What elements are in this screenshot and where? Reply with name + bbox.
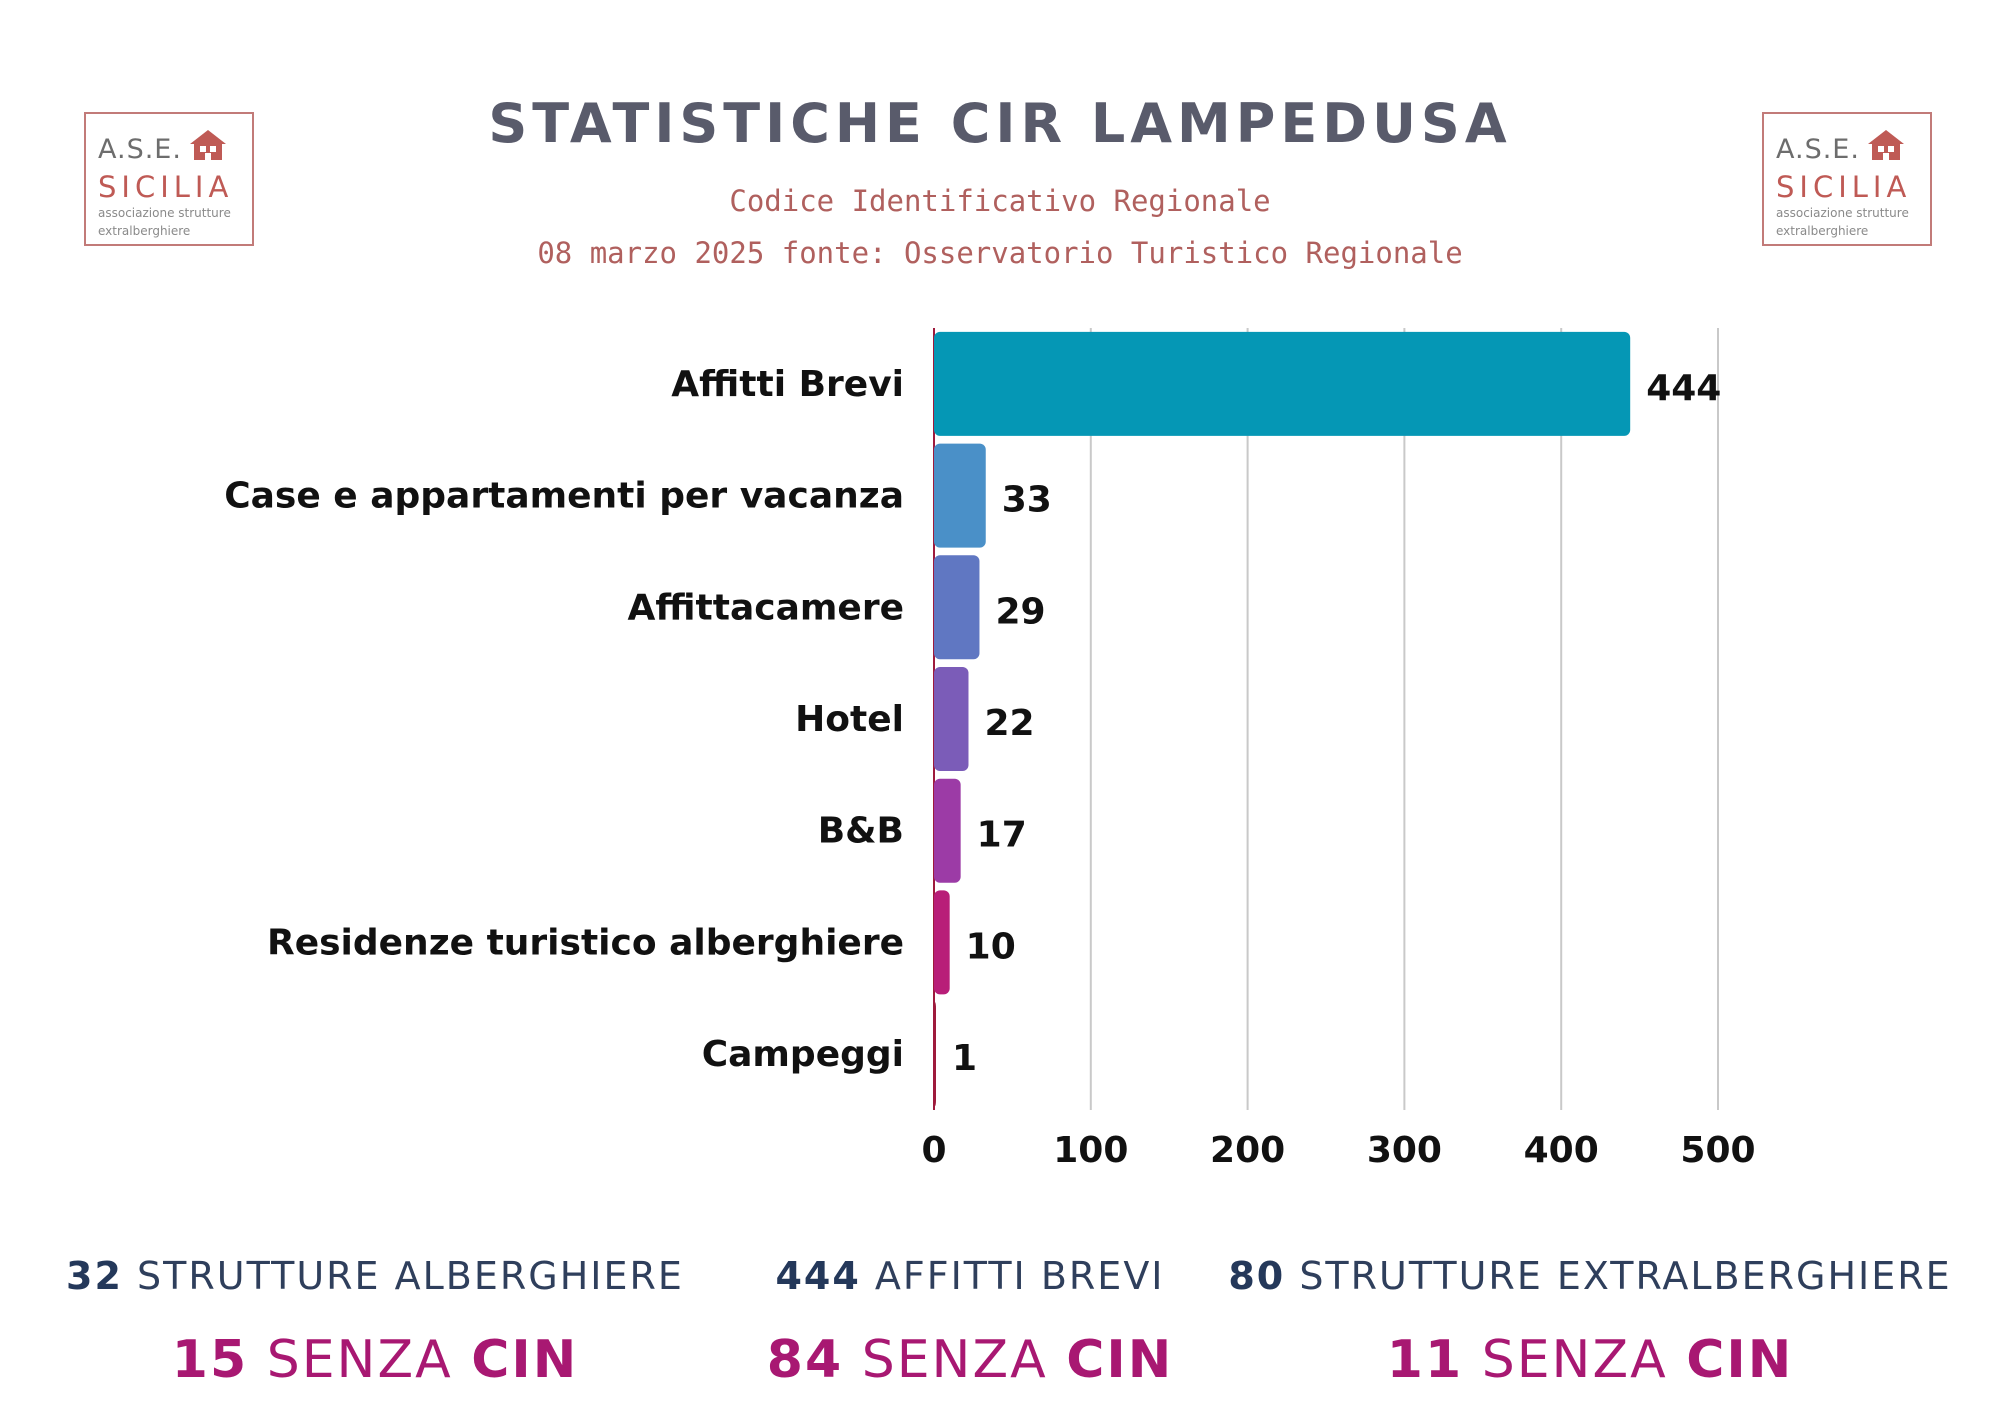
category-label: Residenze turistico alberghiere xyxy=(267,922,904,963)
subtitle-line-1: Codice Identificativo Regionale xyxy=(729,184,1271,218)
category-label: Campeggi xyxy=(702,1034,904,1075)
senza-label: SENZA xyxy=(1481,1330,1668,1390)
bar xyxy=(934,1002,936,1107)
value-label: 444 xyxy=(1646,368,1721,409)
category-label: Affittacamere xyxy=(628,587,904,628)
stat-short-rentals: 444 AFFITTI BREVI xyxy=(720,1254,1220,1298)
x-tick-label: 500 xyxy=(1680,1130,1755,1171)
bar xyxy=(934,890,950,995)
page-title: STATISTICHE CIR LAMPEDUSA xyxy=(488,92,1512,155)
bar xyxy=(934,443,986,548)
logo-sicilia-text: SICILIA xyxy=(1776,170,1912,204)
logo-tagline-2: extralberghiere xyxy=(1776,224,1869,238)
category-label: B&B xyxy=(818,811,904,852)
value-label: 22 xyxy=(984,703,1034,744)
x-tick-label: 200 xyxy=(1210,1130,1285,1171)
senza-label: SENZA xyxy=(266,1330,453,1390)
ase-sicilia-logo-left: A.S.E. SICILIA associazione strutture ex… xyxy=(84,112,254,246)
missing-count: 15 xyxy=(171,1330,249,1390)
cin-label: CIN xyxy=(1686,1330,1794,1390)
logo-ase-text: A.S.E. xyxy=(98,134,182,165)
x-tick-label: 400 xyxy=(1524,1130,1599,1171)
x-tick-label: 300 xyxy=(1367,1130,1442,1171)
bar xyxy=(934,331,1631,436)
stat-without-cin-rentals: 84 SENZA CIN xyxy=(720,1330,1220,1390)
ase-sicilia-logo-right: A.S.E. SICILIA associazione strutture ex… xyxy=(1762,112,1932,246)
logo-tagline-2: extralberghiere xyxy=(98,224,191,238)
logo-ase-text: A.S.E. xyxy=(1776,134,1860,165)
stat-label: AFFITTI BREVI xyxy=(874,1254,1165,1298)
stat-without-cin-hotel: 15 SENZA CIN xyxy=(30,1330,720,1390)
bar xyxy=(934,555,980,660)
bar xyxy=(934,778,961,883)
subtitle-line-2: 08 marzo 2025 fonte: Osservatorio Turist… xyxy=(537,236,1463,270)
bar xyxy=(934,667,969,771)
house-icon xyxy=(1868,130,1904,160)
category-label: Case e appartamenti per vacanza xyxy=(224,476,904,517)
stat-hotel-structures: 32 STRUTTURE ALBERGHIERE xyxy=(30,1254,720,1298)
category-label: Hotel xyxy=(795,699,904,740)
x-tick-label: 0 xyxy=(921,1130,946,1171)
value-label: 17 xyxy=(977,815,1027,856)
senza-label: SENZA xyxy=(861,1330,1048,1390)
stat-count: 80 xyxy=(1228,1254,1286,1298)
value-label: 33 xyxy=(1002,480,1052,521)
logo-tagline-1: associazione strutture xyxy=(1776,206,1909,220)
value-label: 29 xyxy=(995,591,1045,632)
logo-sicilia-text: SICILIA xyxy=(98,170,234,204)
cin-label: CIN xyxy=(1066,1330,1174,1390)
cin-label: CIN xyxy=(471,1330,579,1390)
logo-tagline-1: associazione strutture xyxy=(98,206,231,220)
category-label: Affitti Brevi xyxy=(671,364,904,405)
stat-count: 444 xyxy=(775,1254,861,1298)
stat-label: STRUTTURE EXTRALBERGHIERE xyxy=(1299,1254,1952,1298)
x-tick-label: 100 xyxy=(1053,1130,1128,1171)
missing-count: 84 xyxy=(766,1330,844,1390)
bar-chart: 0 100 200 300 400 500 Affitti Brevi 444 Case e a… xyxy=(224,328,1756,1171)
value-label: 10 xyxy=(966,926,1016,967)
value-label: 1 xyxy=(952,1038,977,1079)
house-icon xyxy=(190,130,226,160)
missing-count: 11 xyxy=(1386,1330,1464,1390)
stat-count: 32 xyxy=(66,1254,123,1298)
stat-without-cin-extra: 11 SENZA CIN xyxy=(1200,1330,1980,1390)
stat-label: STRUTTURE ALBERGHIERE xyxy=(137,1254,684,1298)
stat-extra-hotel-structures: 80 STRUTTURE EXTRALBERGHIERE xyxy=(1200,1254,1980,1298)
